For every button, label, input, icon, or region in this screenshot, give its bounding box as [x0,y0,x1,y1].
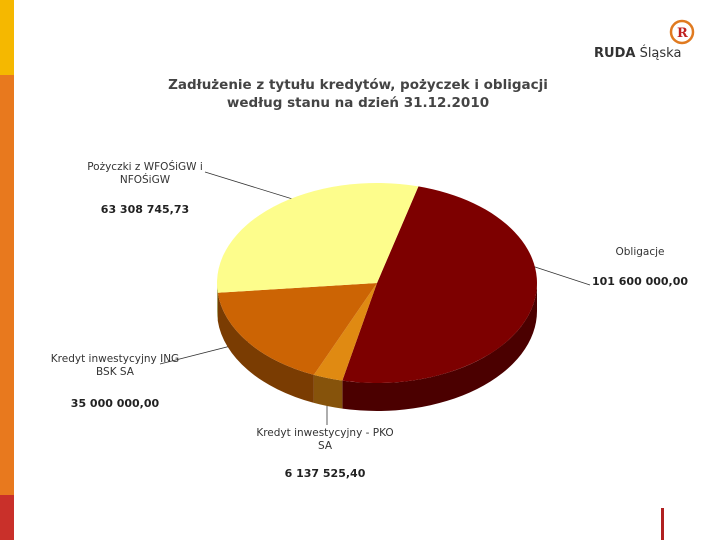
category-label: Kredyt inwestycyjny - PKO SA [256,427,394,452]
logo: RUDA Śląska [594,45,681,61]
pie-side [313,374,343,409]
pie-side [217,283,218,321]
logo-icon [669,19,695,45]
pie-slice [216,182,419,293]
leader-line [531,265,591,286]
pie-side [342,283,537,411]
value-label: 6 137 525,40 [284,467,366,480]
pie-side [217,292,314,403]
stripe [0,75,14,495]
pie-slice [313,283,377,381]
logo-text: Śląska [640,45,682,61]
value-label: 63 308 745,73 [100,203,190,216]
category-label: Pożyczki z WFOŚiGW i NFOŚiGW [87,161,203,186]
stripe [0,495,14,540]
pie-slice [217,283,377,375]
accent-line [661,508,664,540]
logo-icon: R [677,26,688,41]
pie-slice [342,186,537,383]
pie-sides [217,283,537,411]
category-label: Kredyt inwestycyjny ING BSK SA [50,353,180,378]
stripe [0,0,14,75]
value-label: 101 600 000,00 [591,275,689,288]
value-label: 35 000 000,00 [70,397,160,410]
logo-bold: RUDA [594,46,635,61]
pie-tops [216,182,537,383]
chart-title: Zadłużenie z tytułu kredytów, pożyczek i… [168,77,548,111]
category-label: Obligacje [615,246,665,258]
